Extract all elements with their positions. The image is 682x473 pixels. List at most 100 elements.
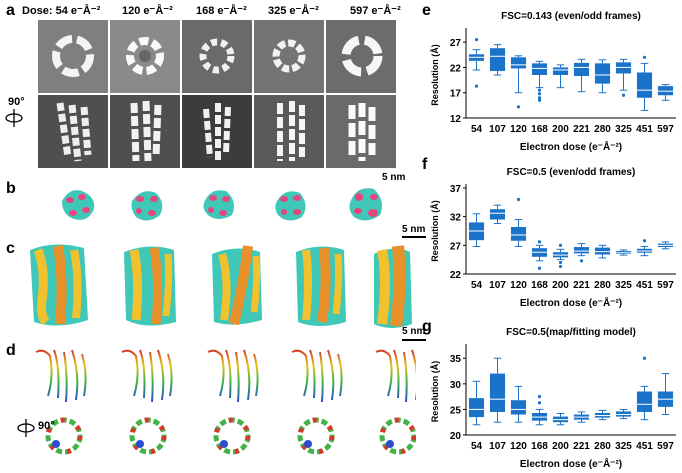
panel-a-scalebar-label: 5 nm <box>382 172 406 183</box>
outlier-point <box>537 88 542 92</box>
panel-c-surface-maps <box>30 244 412 328</box>
box-597 <box>657 86 674 96</box>
outlier-point <box>642 356 647 360</box>
outlier-point <box>537 266 542 270</box>
outlier-point <box>642 55 647 59</box>
outlier-point <box>537 395 542 399</box>
box-120 <box>510 57 527 69</box>
ribbon-side-168 <box>207 349 259 403</box>
ribbon-top-597 <box>379 417 416 455</box>
class-average-top-325 <box>254 20 324 93</box>
box-107 <box>489 48 506 71</box>
cross-section-597 <box>349 188 382 221</box>
panel-b-cross-sections <box>62 188 382 221</box>
x-tick-label: 597 <box>657 280 674 291</box>
x-tick-label: 200 <box>552 280 569 291</box>
ribbon-top-54 <box>45 417 83 455</box>
surface-map-120 <box>124 246 176 326</box>
x-tick-label: 325 <box>615 280 632 291</box>
class-average-side-120 <box>110 95 180 168</box>
outlier-point <box>537 98 542 102</box>
rotation-arrow-icon-d <box>17 419 35 437</box>
y-tick-label: 25 <box>450 405 462 416</box>
outlier-point <box>537 401 542 405</box>
x-tick-label: 280 <box>594 441 611 452</box>
ribbon-side-325 <box>291 349 343 403</box>
x-tick-label: 120 <box>510 280 527 291</box>
panel-f-letter: f <box>422 156 428 173</box>
outlier-point <box>516 197 521 202</box>
outlier-point <box>558 260 563 265</box>
chart-f: FSC=0.5 (even/odd frames) 22 27 32 37 Resolut… <box>430 167 676 309</box>
dose-label-597: 597 e⁻Å⁻² <box>350 5 401 17</box>
surface-map-54 <box>30 244 88 326</box>
y-tick-label: 20 <box>450 431 462 442</box>
y-axis-label: Resolution (Å) <box>430 200 440 262</box>
y-tick-label: 17 <box>450 89 462 100</box>
panel-c-letter: c <box>6 240 15 257</box>
x-tick-label: 54 <box>471 124 483 135</box>
box-168 <box>531 63 548 75</box>
y-axis-label: Resolution (Å) <box>430 44 440 106</box>
outlier-point <box>642 239 647 243</box>
y-tick-label: 22 <box>450 270 462 281</box>
x-tick-label: 221 <box>573 124 590 135</box>
class-average-top-120 <box>110 20 180 93</box>
x-tick-label: 168 <box>531 280 548 291</box>
panel-c-scalebar-label: 5 nm <box>402 326 426 337</box>
ribbon-side-54 <box>35 349 87 403</box>
y-tick-label: 27 <box>450 241 462 252</box>
x-tick-label: 597 <box>657 441 674 452</box>
dose-label-120: 120 e⁻Å⁻² <box>122 5 173 17</box>
y-axis-label: Resolution (Å) <box>430 361 440 423</box>
dose-label-54: Dose: 54 e⁻Å⁻² <box>22 5 101 17</box>
x-tick-label: 597 <box>657 124 674 135</box>
box-120 <box>510 400 527 415</box>
panel-a-rotation-label: 90° <box>8 96 25 108</box>
panel-b-scalebar <box>402 236 426 238</box>
class-average-top-168 <box>182 20 252 93</box>
x-tick-label: 451 <box>636 280 653 291</box>
x-axis-label: Electron dose (e⁻Å⁻²) <box>520 140 622 153</box>
y-tick-label: 22 <box>450 63 462 74</box>
panel-c-scalebar <box>402 339 426 341</box>
y-tick-label: 32 <box>450 213 462 224</box>
box-451 <box>636 72 653 98</box>
outlier-point <box>579 259 584 263</box>
dose-label-325: 325 e⁻Å⁻² <box>268 5 319 17</box>
panel-d-ribbon-models <box>35 349 416 455</box>
x-tick-label: 451 <box>636 441 653 452</box>
class-average-side-168 <box>182 95 252 168</box>
box-325 <box>615 62 632 74</box>
panel-e-letter: e <box>422 2 431 19</box>
rotation-arrow-icon <box>5 109 23 127</box>
box-325 <box>615 411 632 417</box>
x-tick-label: 54 <box>471 280 483 291</box>
ribbon-side-597 <box>375 349 416 403</box>
class-average-side-54 <box>38 95 108 168</box>
box-200 <box>552 67 569 75</box>
cross-section-325 <box>275 191 306 221</box>
x-tick-label: 280 <box>594 280 611 291</box>
outlier-point <box>474 84 479 88</box>
chart-g: FSC=0.5(map/fitting model) 20 25 30 35 Resolu… <box>430 327 676 470</box>
box-280 <box>594 63 611 84</box>
surface-map-325 <box>296 246 346 326</box>
cross-section-168 <box>203 190 234 219</box>
panel-d-letter: d <box>6 342 16 359</box>
y-tick-label: 37 <box>450 184 462 195</box>
outlier-point <box>558 264 563 269</box>
outlier-point <box>537 92 542 96</box>
ribbon-top-325 <box>297 417 335 455</box>
chart-title: FSC=0.5(map/fitting model) <box>506 327 636 338</box>
chart-e: FSC=0.143 (even/odd frames) 12 17 22 27 Resol… <box>430 11 676 153</box>
x-tick-label: 168 <box>531 124 548 135</box>
x-tick-label: 54 <box>471 441 483 452</box>
class-average-side-597 <box>326 95 396 168</box>
outlier-point <box>558 243 563 247</box>
box-107 <box>489 373 506 412</box>
outlier-point <box>474 37 479 42</box>
x-tick-label: 120 <box>510 124 527 135</box>
outlier-point <box>537 96 542 100</box>
x-tick-label: 107 <box>489 124 506 135</box>
